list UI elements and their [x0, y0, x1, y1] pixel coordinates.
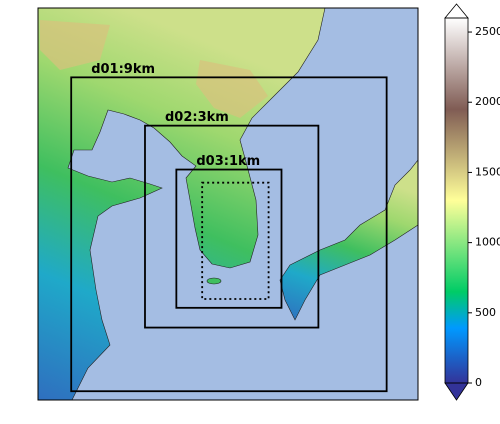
domain-box	[70, 76, 388, 393]
colorbar-extend-top	[444, 3, 469, 19]
colorbar-tick-label: 2500	[475, 25, 500, 38]
colorbar-tick-label: 1000	[475, 236, 500, 249]
colorbar-frame	[444, 17, 469, 384]
jeju	[206, 277, 222, 285]
colorbar-tick-label: 1500	[475, 165, 500, 178]
colorbar-tick-label: 500	[475, 306, 496, 319]
colorbar-ticks: 0 500 1000 1500 2000 2500	[468, 25, 500, 389]
colorbar-tick-label: 0	[475, 376, 482, 389]
domain-label: d02:3km	[165, 110, 229, 125]
domains: d01:9km d02:3km d03:1km	[70, 62, 388, 393]
colorbar-tick-label: 2000	[475, 95, 500, 108]
domain-box	[201, 181, 270, 300]
domain-box	[175, 168, 283, 309]
highland	[40, 20, 268, 118]
japan	[279, 159, 418, 321]
colorbar-extend-bottom	[444, 382, 469, 401]
domain-label: d01:9km	[91, 62, 155, 77]
map-frame	[37, 7, 419, 401]
colorbar	[445, 18, 468, 383]
domain-label: d03:1km	[196, 154, 260, 169]
domain-box	[144, 124, 320, 329]
map-area: d01:9km d02:3km d03:1km	[38, 8, 418, 400]
